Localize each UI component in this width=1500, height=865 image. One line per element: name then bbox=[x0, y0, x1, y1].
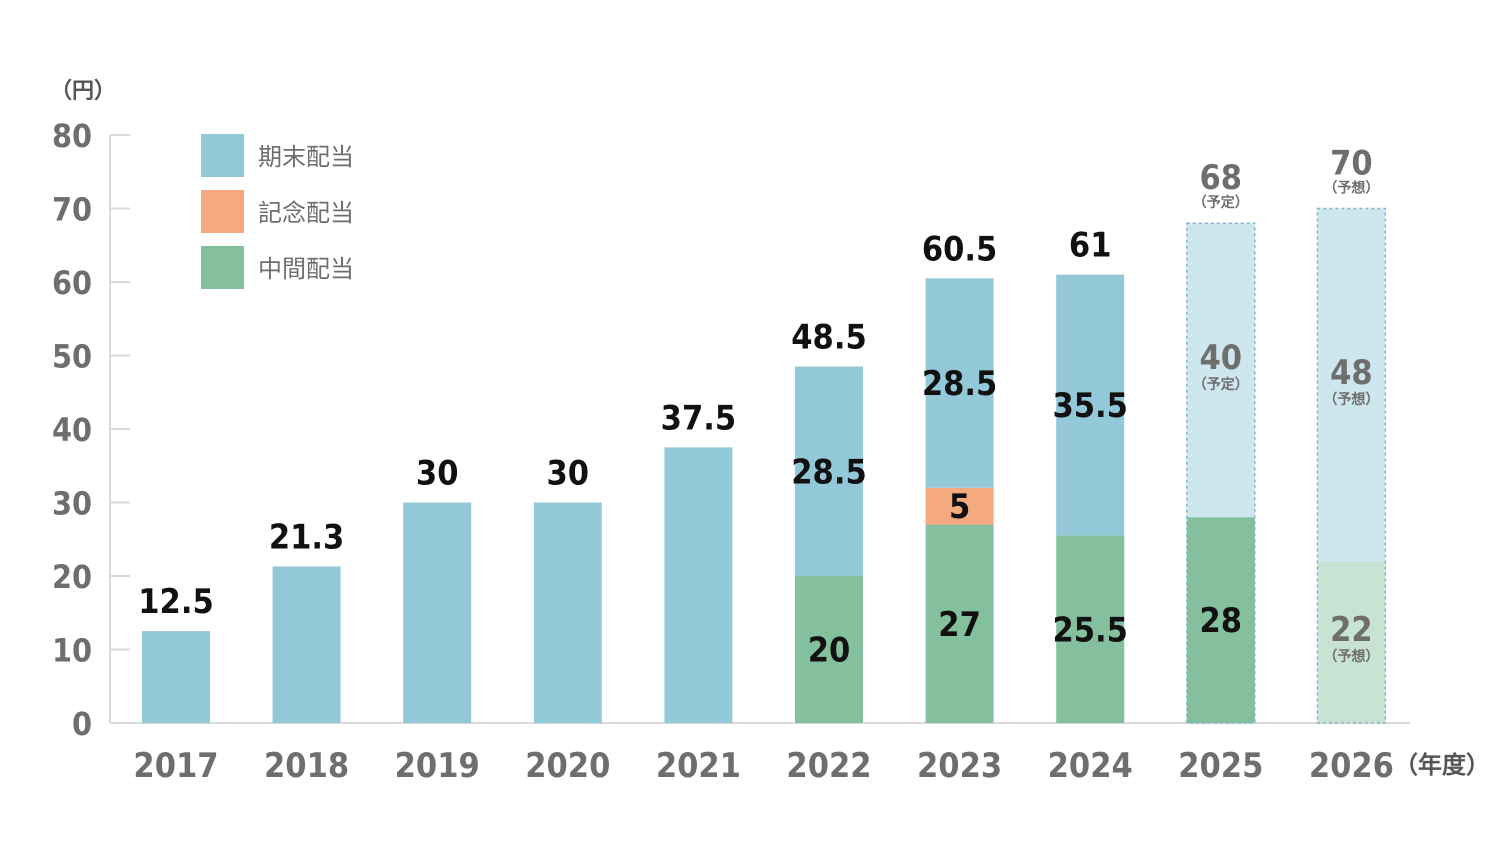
segment-forecast-note: （予想） bbox=[1323, 391, 1379, 408]
legend-label: 期末配当 bbox=[258, 143, 354, 171]
segment-value-label: 28.5 bbox=[791, 452, 866, 492]
bar-segment bbox=[925, 524, 994, 723]
total-value-label: 30 bbox=[547, 454, 590, 494]
bar-segment bbox=[795, 576, 863, 723]
legend-label: 記念配当 bbox=[258, 199, 354, 227]
segment-forecast-note: （予定） bbox=[1193, 376, 1249, 393]
y-tick-label: 80 bbox=[52, 117, 92, 155]
x-axis-unit: （年度） bbox=[1394, 751, 1490, 779]
segment-value-label: 27 bbox=[938, 605, 981, 645]
bar-forecast-outline bbox=[1186, 222, 1256, 724]
segment-value-label: 20 bbox=[808, 631, 851, 671]
x-tick-label: 2017 bbox=[133, 746, 218, 786]
total-value-label: 21.3 bbox=[269, 517, 344, 557]
total-value-label: 30 bbox=[416, 454, 459, 494]
bar-segment bbox=[795, 366, 863, 576]
total-value-label: 61 bbox=[1069, 226, 1112, 266]
x-tick-label: 2021 bbox=[656, 746, 741, 786]
y-tick-label: 0 bbox=[72, 705, 92, 743]
bar-segment bbox=[1056, 274, 1125, 536]
y-tick-label: 20 bbox=[52, 558, 92, 596]
segment-value-label: 5 bbox=[949, 487, 970, 527]
total-value-label: 68 bbox=[1200, 158, 1243, 198]
x-tick-label: 2022 bbox=[786, 746, 871, 786]
bar-segment bbox=[1186, 517, 1255, 723]
y-tick-label: 50 bbox=[52, 338, 92, 376]
bar-segment bbox=[925, 278, 994, 488]
y-tick-label: 60 bbox=[52, 264, 92, 302]
bar-segment bbox=[664, 447, 733, 723]
x-tick-label: 2020 bbox=[525, 746, 610, 786]
y-axis-unit: （円） bbox=[50, 79, 116, 104]
x-tick-label: 2026 bbox=[1309, 746, 1394, 786]
total-value-label: 12.5 bbox=[138, 582, 213, 622]
y-tick-label: 40 bbox=[52, 411, 92, 449]
segment-forecast-note: （予想） bbox=[1323, 648, 1379, 665]
total-value-label: 60.5 bbox=[922, 229, 997, 269]
bar-segment bbox=[1317, 208, 1386, 562]
x-tick-label: 2018 bbox=[264, 746, 349, 786]
x-tick-label: 2023 bbox=[917, 746, 1002, 786]
bar-segment bbox=[1186, 223, 1255, 518]
bar-segment bbox=[533, 502, 602, 723]
legend-label: 中間配当 bbox=[258, 255, 354, 283]
segment-value-label: 28.5 bbox=[922, 364, 997, 404]
legend-swatch bbox=[201, 246, 244, 289]
bar-segment bbox=[1056, 535, 1125, 723]
x-tick-label: 2019 bbox=[395, 746, 480, 786]
x-tick-label: 2024 bbox=[1048, 746, 1133, 786]
bar-segment bbox=[925, 487, 994, 525]
legend-swatch bbox=[201, 134, 244, 177]
total-forecast-note: （予想） bbox=[1323, 180, 1379, 197]
bar-segment bbox=[1317, 561, 1386, 723]
segment-value-label: 25.5 bbox=[1052, 610, 1127, 650]
segment-value-label: 35.5 bbox=[1052, 386, 1127, 426]
total-forecast-note: （予定） bbox=[1193, 194, 1249, 211]
total-value-label: 70 bbox=[1330, 144, 1373, 184]
segment-value-label: 22 bbox=[1330, 610, 1373, 650]
bar-segment bbox=[403, 502, 472, 723]
bar-forecast-outline bbox=[1316, 207, 1387, 724]
total-value-label: 48.5 bbox=[791, 318, 866, 358]
x-tick-label: 2025 bbox=[1178, 746, 1263, 786]
bar-segment bbox=[272, 566, 341, 723]
segment-value-label: 28 bbox=[1200, 601, 1243, 641]
y-tick-label: 30 bbox=[52, 485, 92, 523]
segment-value-label: 40 bbox=[1200, 338, 1243, 378]
legend-swatch bbox=[201, 190, 244, 233]
y-tick-label: 10 bbox=[52, 632, 92, 670]
bars bbox=[142, 207, 1387, 724]
y-tick-label: 70 bbox=[52, 191, 92, 229]
total-value-label: 37.5 bbox=[661, 398, 736, 438]
segment-value-label: 48 bbox=[1330, 353, 1373, 393]
bar-segment bbox=[142, 631, 210, 723]
